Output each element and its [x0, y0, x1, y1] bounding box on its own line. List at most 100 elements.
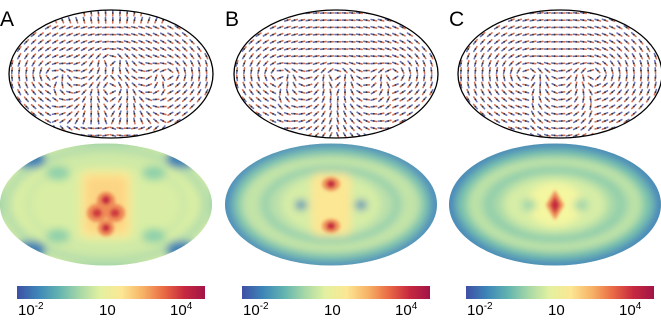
vector-glyph-dot — [272, 84, 274, 86]
vector-glyph-dot — [423, 98, 426, 101]
vector-glyph-dot — [126, 40, 129, 43]
vector-glyph-dot — [133, 112, 136, 115]
vector-glyph-dot — [97, 12, 100, 14]
vector-glyph-dot — [575, 98, 578, 101]
magnitude-heatmap — [449, 143, 661, 266]
vector-glyph-dot — [546, 69, 549, 72]
vector-glyph-dot — [358, 48, 361, 50]
vector-glyph-dot — [539, 19, 542, 22]
vector-glyph-dot — [322, 19, 325, 22]
vector-glyph-dot — [430, 84, 433, 86]
vector-glyph-dot — [126, 105, 129, 108]
vector-glyph-dot — [32, 33, 35, 36]
vector-glyph-dot — [394, 91, 397, 94]
vector-glyph-dot — [272, 26, 274, 29]
vector-glyph-dot — [365, 62, 368, 65]
vector-glyph-dot — [589, 98, 592, 101]
vector-glyph-dot — [351, 120, 354, 122]
vector-glyph-dot — [97, 26, 100, 29]
vector-glyph-dot — [467, 55, 470, 58]
vector-glyph-dot — [546, 62, 549, 65]
vector-glyph-dot — [126, 98, 129, 101]
vector-glyph-dot — [568, 105, 570, 108]
vector-glyph-dot — [408, 69, 411, 72]
vector-glyph-dot — [496, 62, 498, 65]
vector-glyph-dot — [582, 55, 585, 58]
colorbar-tick-min: 10-2 — [467, 301, 493, 319]
vector-glyph-dot — [279, 33, 282, 36]
vector-glyph-dot — [488, 55, 491, 58]
vector-glyph-dot — [329, 76, 332, 79]
vector-glyph-dot — [272, 40, 274, 43]
vector-glyph-dot — [589, 33, 592, 36]
vector-glyph-dot — [546, 120, 549, 122]
vector-glyph-dot — [176, 105, 179, 108]
vector-glyph-dot — [524, 48, 527, 50]
vector-glyph-dot — [372, 112, 375, 115]
vector-glyph-dot — [611, 33, 614, 36]
vector-glyph-dot — [18, 91, 21, 94]
vector-glyph-dot — [54, 76, 57, 79]
vector-glyph-dot — [250, 48, 253, 50]
vector-glyph-dot — [467, 76, 470, 79]
vector-glyph-dot — [647, 48, 650, 50]
vector-glyph-dot — [517, 62, 520, 65]
vector-glyph-dot — [39, 105, 42, 108]
vector-glyph-dot — [191, 55, 193, 58]
vector-glyph-dot — [272, 120, 274, 122]
vector-glyph-dot — [408, 112, 411, 115]
vector-glyph-dot — [133, 127, 136, 130]
vector-glyph-dot — [401, 120, 404, 122]
vector-glyph-dot — [372, 98, 375, 101]
vector-glyph-dot — [553, 12, 556, 14]
vector-glyph-dot — [264, 91, 267, 94]
vector-glyph-dot — [488, 84, 491, 86]
vector-glyph-dot — [322, 55, 325, 58]
vector-glyph-dot — [532, 33, 534, 36]
vector-glyph-dot — [250, 91, 253, 94]
vector-glyph-dot — [365, 112, 368, 115]
vector-glyph-dot — [169, 84, 172, 86]
vector-glyph-dot — [358, 19, 361, 22]
vector-glyph-dot — [582, 120, 585, 122]
vector-glyph-dot — [169, 98, 172, 101]
vector-glyph-dot — [365, 26, 368, 29]
vector-glyph-dot — [496, 120, 498, 122]
vector-glyph-dot — [358, 120, 361, 122]
vector-glyph-dot — [83, 69, 85, 72]
vector-glyph-dot — [474, 76, 477, 79]
vector-glyph-dot — [582, 127, 585, 130]
vector-glyph-dot — [496, 76, 498, 79]
vector-glyph-dot — [380, 91, 382, 94]
vector-glyph-dot — [654, 91, 657, 94]
vector-glyph-dot — [147, 98, 150, 101]
vector-glyph-dot — [90, 40, 93, 43]
vector-glyph-dot — [640, 48, 642, 50]
vector-glyph-dot — [147, 127, 150, 130]
vector-glyph-dot — [524, 105, 527, 108]
vector-glyph-dot — [351, 26, 354, 29]
vector-glyph-dot — [546, 48, 549, 50]
colorbar-tick-max: 104 — [170, 301, 193, 319]
vector-glyph-dot — [430, 69, 433, 72]
vector-glyph-dot — [322, 120, 325, 122]
vector-glyph-dot — [625, 40, 628, 43]
vector-glyph-dot — [155, 91, 157, 94]
vector-glyph-dot — [83, 40, 85, 43]
vector-glyph-dot — [286, 98, 289, 101]
vector-glyph-dot — [625, 120, 628, 122]
vector-glyph-dot — [401, 112, 404, 115]
vector-glyph-dot — [539, 33, 542, 36]
vector-glyph-dot — [198, 76, 201, 79]
vector-glyph-dot — [503, 84, 506, 86]
vector-glyph-dot — [467, 91, 470, 94]
vector-glyph-dot — [496, 84, 498, 86]
vector-glyph-dot — [293, 55, 296, 58]
vector-glyph-dot — [183, 84, 186, 86]
vector-glyph-dot — [83, 55, 85, 58]
vector-glyph-dot — [97, 76, 100, 79]
vector-glyph-dot — [126, 12, 129, 14]
vector-glyph-dot — [517, 91, 520, 94]
vector-glyph-dot — [315, 127, 318, 130]
vector-glyph-dot — [546, 112, 549, 115]
